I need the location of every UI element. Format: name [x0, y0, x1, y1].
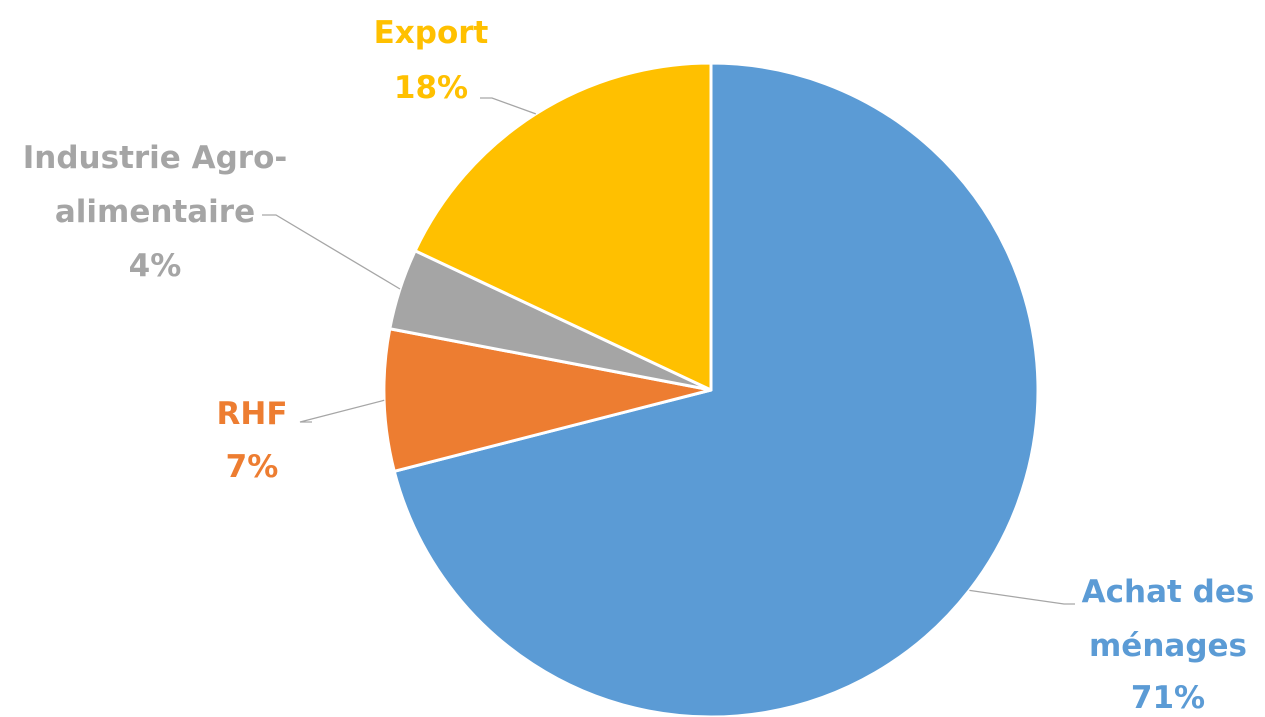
leader-export: [480, 97, 537, 115]
label-achat-des-menages: Achat des ménages 71%: [1082, 574, 1255, 716]
leader-lines: [262, 97, 1075, 605]
label-achat-line2: ménages: [1089, 628, 1247, 664]
leader-industrie-agro-alimentaire: [262, 214, 401, 290]
label-industrie-pct: 4%: [129, 248, 182, 284]
label-export-pct: 18%: [394, 70, 468, 106]
label-industrie-agro-alimentaire: Industrie Agro- alimentaire 4%: [23, 140, 288, 284]
slice-export: [413, 61, 713, 392]
label-export: Export 18%: [374, 15, 489, 106]
label-achat-pct: 71%: [1131, 680, 1205, 716]
label-industrie-line1: Industrie Agro-: [23, 140, 288, 176]
leader-rhf: [299, 399, 385, 423]
label-achat-line1: Achat des: [1082, 574, 1255, 610]
label-export-line1: Export: [374, 15, 489, 51]
label-rhf: RHF 7%: [217, 396, 288, 485]
slice-achat-des-menages: [392, 61, 1040, 717]
label-industrie-line2: alimentaire: [55, 194, 255, 230]
label-rhf-pct: 7%: [226, 449, 279, 485]
label-rhf-line1: RHF: [217, 396, 288, 432]
leader-achat-des-menages: [969, 589, 1075, 605]
pie-slices: [382, 61, 1040, 717]
